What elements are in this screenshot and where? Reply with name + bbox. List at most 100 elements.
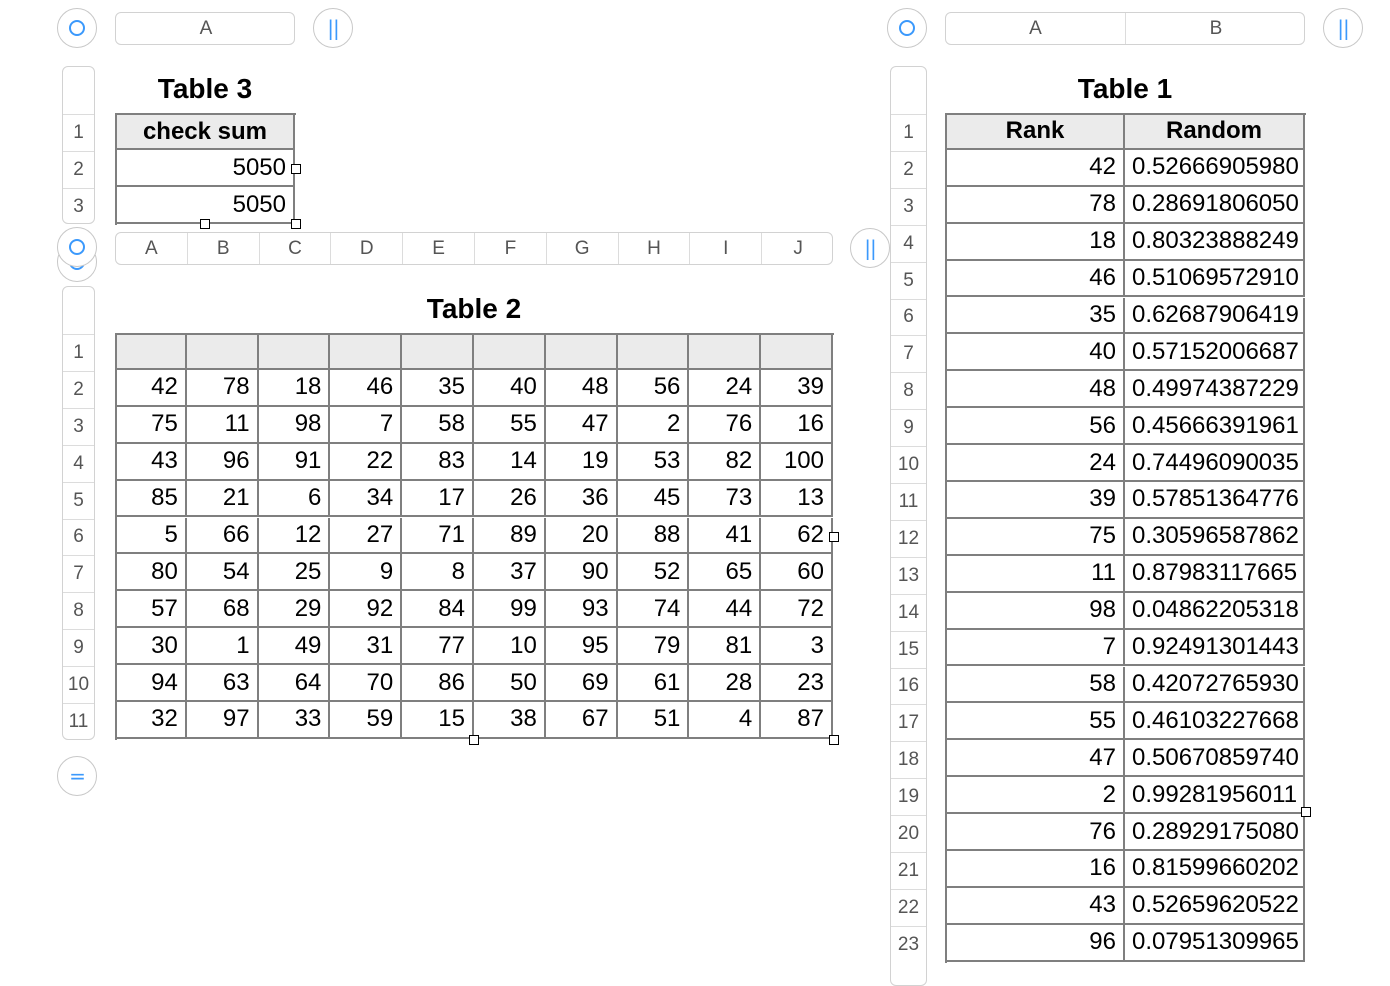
row-header-22[interactable]: 22	[891, 888, 926, 926]
table-cell[interactable]: 16	[945, 851, 1125, 888]
row-header-20[interactable]: 20	[891, 815, 926, 852]
table-cell[interactable]: 76	[945, 814, 1125, 851]
table-cell[interactable]: 17	[402, 480, 474, 518]
header-cell[interactable]	[474, 333, 546, 370]
table-cell[interactable]: 0.57152006687	[1125, 334, 1305, 372]
row-header-2[interactable]: 2	[63, 370, 94, 408]
row-header-6[interactable]: 6	[891, 298, 926, 336]
column-header-A[interactable]: A	[116, 233, 188, 264]
table-cell[interactable]: 2	[617, 406, 690, 444]
table-cell[interactable]: 96	[945, 924, 1125, 962]
column-header-A[interactable]: A	[946, 13, 1126, 44]
header-cell[interactable]: Rank	[945, 113, 1125, 150]
table-cell[interactable]: 78	[186, 369, 259, 407]
table-cell[interactable]: 86	[402, 665, 474, 702]
table-cell[interactable]: 56	[617, 369, 690, 407]
row-header-23[interactable]: 23	[891, 925, 926, 963]
table-cell[interactable]: 0.28691806050	[1125, 186, 1305, 224]
add-row-table2-button[interactable]: =	[57, 756, 97, 796]
table-cell[interactable]: 39	[761, 369, 833, 407]
table-cell[interactable]: 95	[545, 628, 618, 666]
table-cell[interactable]: 31	[330, 628, 403, 666]
table-cell[interactable]: 0.87983117665	[1125, 555, 1305, 593]
row-header-10[interactable]: 10	[891, 446, 926, 483]
column-header-J[interactable]: J	[793, 237, 803, 259]
table-cell[interactable]: 100	[761, 443, 833, 481]
header-cell[interactable]	[689, 333, 762, 370]
table-cell[interactable]: 18	[258, 369, 331, 407]
row-header-6[interactable]: 6	[63, 518, 94, 556]
table-cell[interactable]: 0.74496090035	[1125, 445, 1305, 482]
table-cell[interactable]: 39	[945, 482, 1125, 519]
table-cell[interactable]: 36	[545, 480, 618, 518]
table-cell[interactable]: 6	[258, 480, 331, 518]
table-cell[interactable]: 5050	[115, 150, 295, 187]
row-header-21[interactable]: 21	[891, 852, 926, 889]
header-cell[interactable]	[761, 333, 833, 370]
table-cell[interactable]: 25	[258, 554, 331, 592]
table-cell[interactable]: 12	[258, 517, 331, 555]
table-cell[interactable]: 58	[945, 666, 1125, 704]
table-cell[interactable]: 0.49974387229	[1125, 371, 1305, 409]
table-cell[interactable]: 91	[258, 443, 331, 481]
row-header-18[interactable]: 18	[891, 741, 926, 778]
table-cell[interactable]: 1	[186, 628, 259, 666]
resize-handle[interactable]	[829, 735, 839, 745]
table-cell[interactable]: 0.07951309965	[1125, 924, 1305, 962]
table-cell[interactable]: 93	[545, 591, 618, 629]
table-cell[interactable]: 72	[761, 591, 833, 629]
table-cell[interactable]: 99	[474, 591, 546, 629]
table-cell[interactable]: 57	[115, 591, 187, 629]
row-header-11[interactable]: 11	[63, 703, 94, 739]
table-cell[interactable]: 7	[330, 406, 403, 444]
row-header-7[interactable]: 7	[891, 335, 926, 372]
add-column-table1-button[interactable]: ||	[1323, 8, 1363, 48]
table-cell[interactable]: 49	[258, 628, 331, 666]
table-cell[interactable]: 53	[617, 443, 690, 481]
table-cell[interactable]: 37	[474, 554, 546, 592]
table-cell[interactable]: 78	[945, 186, 1125, 224]
table-cell[interactable]: 40	[474, 369, 546, 407]
table-cell[interactable]: 81	[689, 628, 762, 666]
resize-handle[interactable]	[1301, 807, 1311, 817]
table-cell[interactable]: 0.80323888249	[1125, 223, 1305, 261]
table-cell[interactable]: 7	[945, 629, 1125, 667]
column-header-A[interactable]: A	[199, 17, 213, 39]
header-cell[interactable]	[115, 333, 187, 370]
table-cell[interactable]: 32	[115, 702, 187, 739]
table-cell[interactable]: 45	[617, 480, 690, 518]
row-header-4[interactable]: 4	[63, 444, 94, 482]
table-cell[interactable]: 65	[689, 554, 762, 592]
table-cell[interactable]: 0.28929175080	[1125, 814, 1305, 851]
table-cell[interactable]: 41	[689, 517, 762, 555]
header-cell[interactable]	[617, 333, 690, 370]
table-cell[interactable]: 68	[186, 591, 259, 629]
table-cell[interactable]: 54	[186, 554, 259, 592]
table-cell[interactable]: 29	[258, 591, 331, 629]
row-header-3[interactable]: 3	[63, 188, 94, 223]
table3-title[interactable]: Table 3	[157, 73, 253, 104]
table-cell[interactable]: 23	[761, 665, 833, 702]
table-cell[interactable]: 47	[945, 740, 1125, 778]
table-cell[interactable]: 98	[258, 406, 331, 444]
table-cell[interactable]: 51	[617, 702, 690, 739]
table-cell[interactable]: 66	[186, 517, 259, 555]
table-cell[interactable]: 0.45666391961	[1125, 408, 1305, 446]
select-table3-button[interactable]	[57, 8, 97, 48]
table-cell[interactable]: 55	[474, 406, 546, 444]
table1-title[interactable]: Table 1	[1077, 73, 1173, 104]
row-header-19[interactable]: 19	[891, 778, 926, 815]
table-cell[interactable]: 67	[545, 702, 618, 739]
header-cell[interactable]	[545, 333, 618, 370]
header-cell[interactable]	[330, 333, 403, 370]
row-header-11[interactable]: 11	[891, 483, 926, 520]
table-cell[interactable]: 74	[617, 591, 690, 629]
row-header-17[interactable]: 17	[891, 704, 926, 741]
table-cell[interactable]: 73	[689, 480, 762, 518]
table-cell[interactable]: 47	[545, 406, 618, 444]
table-cell[interactable]: 3	[761, 628, 833, 666]
table-cell[interactable]: 56	[945, 408, 1125, 446]
table-cell[interactable]: 85	[115, 480, 187, 518]
table-cell[interactable]: 43	[115, 443, 187, 481]
column-header-G[interactable]: G	[547, 233, 619, 264]
